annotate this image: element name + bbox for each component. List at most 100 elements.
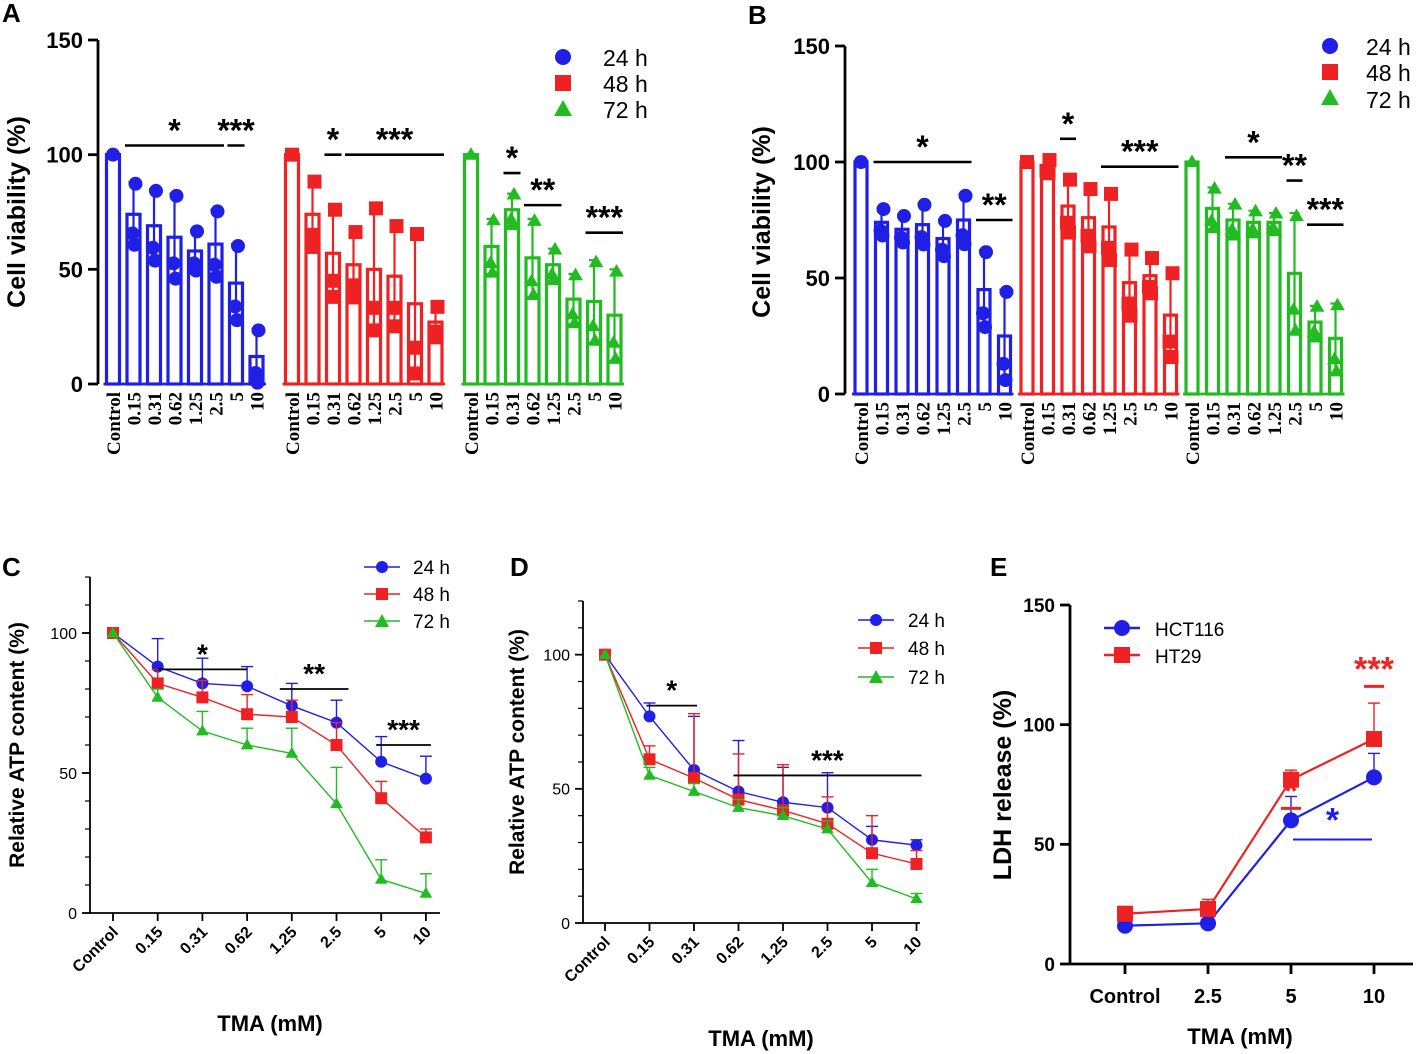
data-point — [1041, 166, 1056, 181]
data-point — [347, 290, 362, 305]
legend-label-48h: 48 h — [603, 71, 648, 97]
x-tick-label: 0.31 — [1224, 402, 1245, 435]
data-point — [1103, 253, 1117, 268]
data-point — [348, 225, 363, 240]
series-72h — [598, 648, 923, 904]
legend-label-24h: 24 h — [413, 558, 450, 579]
data-point — [304, 227, 319, 242]
x-tick-label: 0.62 — [222, 924, 256, 958]
data-point — [375, 755, 388, 768]
data-point — [230, 313, 244, 328]
data-point — [149, 183, 163, 198]
data-point — [1123, 308, 1138, 323]
data-point — [996, 356, 1011, 371]
sig-star: * — [1284, 772, 1298, 810]
panel-label-e: E — [990, 552, 1007, 582]
data-point — [1083, 182, 1098, 197]
data-point — [865, 876, 879, 888]
y-tick-label: 0 — [818, 382, 830, 407]
data-point — [330, 797, 343, 809]
x-tick-label: 5 — [585, 392, 606, 402]
x-tick-label: 0.15 — [125, 392, 146, 425]
sig-star: * — [197, 638, 208, 669]
data-point — [916, 237, 931, 252]
y-tick-label: 150 — [793, 34, 830, 59]
data-point — [1104, 186, 1118, 201]
data-point — [345, 278, 360, 293]
x-tick-label: 10 — [1327, 402, 1348, 421]
panel-a-legend: 24 h 48 h 72 h — [554, 45, 648, 123]
sig-2star: ** — [982, 187, 1007, 223]
x-tick-label: 1.25 — [758, 934, 792, 968]
series-72h: Control 0.15 0.31 0.62 1.25 2.5 5 10 — [1183, 154, 1348, 465]
x-tick-label: 10 — [410, 924, 435, 949]
series-48h: Control 0.15 0.31 0.62 1.25 2.5 5 10 — [282, 147, 448, 455]
data-point — [429, 330, 444, 345]
x-axis-title: TMA (mM) — [708, 1026, 814, 1051]
data-point — [409, 366, 423, 381]
panel-d-lines: 0 50 100 Control 0.15 0.31 0.62 1.25 2.5 5 10 TMA (… — [506, 600, 925, 1051]
data-point — [388, 319, 403, 334]
x-tick-label: 1.25 — [267, 924, 301, 958]
x-tick-label: 10 — [996, 402, 1017, 421]
legend-marker-48h — [555, 75, 571, 91]
data-point — [410, 227, 424, 242]
data-point — [285, 147, 299, 162]
data-point — [609, 264, 624, 277]
legend-label-48h: 48 h — [908, 639, 945, 660]
series-line — [604, 654, 917, 865]
data-point — [483, 255, 498, 268]
data-point — [1082, 239, 1097, 254]
sig-star: * — [1062, 106, 1075, 142]
sig-star: * — [1326, 802, 1340, 840]
y-tick-label: 0 — [68, 906, 77, 923]
legend-marker-ht29 — [1114, 647, 1130, 663]
data-point — [821, 822, 834, 834]
sig-2star: ** — [303, 658, 325, 689]
y-tick-label: 50 — [59, 257, 83, 282]
x-tick-label: 5 — [227, 392, 248, 402]
data-point — [127, 237, 142, 252]
x-tick-label: 2.5 — [1194, 986, 1222, 1008]
data-point — [148, 253, 162, 268]
data-point — [1329, 363, 1344, 377]
data-point — [407, 340, 421, 355]
legend-marker-24h — [1322, 38, 1338, 54]
data-point — [1204, 213, 1219, 226]
data-point — [776, 809, 790, 820]
x-tick-label: 5 — [1306, 402, 1327, 412]
data-point — [866, 847, 878, 860]
y-tick-label: 50 — [1034, 835, 1055, 856]
data-point — [1200, 900, 1216, 917]
sig-3star: *** — [217, 112, 255, 148]
x-tick-label: 2.5 — [565, 392, 586, 416]
data-point — [1226, 227, 1242, 241]
x-tick-label: 0.62 — [713, 934, 747, 968]
x-tick-label: 0.15 — [873, 402, 894, 435]
data-point — [1200, 915, 1216, 932]
data-point — [1062, 225, 1076, 240]
x-tick-label: 0.31 — [1059, 402, 1080, 435]
y-tick-label: 100 — [543, 647, 570, 664]
x-tick-label: 0.15 — [1204, 402, 1225, 435]
data-point — [1283, 812, 1299, 829]
data-point — [306, 239, 321, 254]
data-point — [1309, 299, 1325, 312]
sig-star: * — [666, 675, 677, 706]
panel-a: A 24 h 48 h 72 h — [2, 0, 648, 123]
data-point — [1145, 251, 1159, 266]
x-tick-label: 0.62 — [345, 392, 366, 425]
y-axis-title: Cell viability (%) — [3, 116, 31, 308]
x-tick-label: 5 — [863, 934, 881, 952]
x-tick-label: 0.31 — [669, 934, 703, 968]
x-tick-label: 0.31 — [503, 392, 524, 425]
data-point — [106, 626, 120, 638]
series-line — [604, 654, 917, 846]
data-point — [588, 254, 604, 268]
data-point — [1247, 225, 1262, 239]
panel-d-legend: 24 h 48 h 72 h — [858, 611, 945, 689]
data-point — [209, 269, 224, 284]
y-tick-label: 150 — [46, 28, 83, 53]
data-point — [896, 235, 910, 250]
